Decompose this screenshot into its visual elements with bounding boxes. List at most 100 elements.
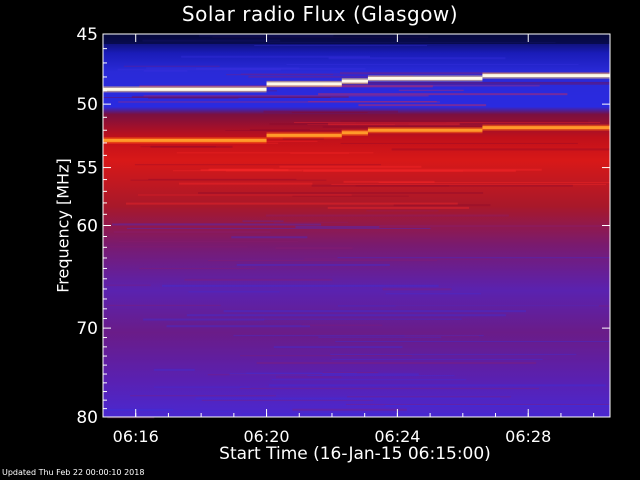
texture-streak — [183, 410, 241, 412]
texture-streak — [153, 368, 195, 371]
texture-streak — [242, 220, 284, 222]
texture-streak — [307, 124, 395, 126]
texture-streak — [323, 85, 540, 87]
texture-streak — [345, 403, 610, 405]
texture-streak — [269, 123, 409, 126]
texture-streak — [378, 181, 610, 183]
texture-streak — [347, 396, 511, 398]
texture-streak — [143, 69, 188, 72]
x-tick-label: 06:24 — [374, 427, 420, 446]
texture-streak — [107, 304, 221, 306]
y-tick-label: 50 — [76, 95, 98, 115]
texture-streak — [200, 169, 289, 172]
texture-streak — [343, 180, 435, 183]
y-axis: 45 50 55 60 70 80 — [76, 25, 610, 428]
texture-streak — [209, 168, 274, 170]
y-tick-label: 80 — [76, 408, 98, 428]
y-tick-label: 55 — [76, 159, 98, 179]
texture-streak — [184, 278, 333, 281]
texture-streak — [355, 122, 447, 124]
texture-streak — [273, 346, 403, 349]
texture-streak — [130, 395, 276, 397]
texture-streak — [131, 95, 349, 98]
texture-streak — [239, 388, 540, 390]
spectrogram-texture — [103, 34, 610, 419]
texture-streak — [137, 194, 352, 196]
texture-streak — [318, 336, 442, 338]
texture-streak — [340, 142, 578, 144]
texture-streak — [246, 372, 357, 374]
texture-streak — [229, 373, 419, 376]
x-axis: 06:16 06:20 06:24 06:28 — [102, 34, 595, 446]
texture-streak — [130, 179, 327, 181]
texture-streak — [166, 325, 311, 328]
texture-streak — [335, 341, 610, 343]
texture-streak — [340, 120, 589, 123]
texture-streak — [398, 89, 464, 91]
texture-streak — [176, 152, 374, 154]
texture-streak — [303, 413, 390, 415]
texture-streak — [249, 128, 310, 131]
texture-streak — [134, 164, 382, 166]
texture-streak — [118, 223, 243, 225]
texture-streak — [358, 104, 487, 107]
texture-streak — [240, 355, 412, 357]
texture-streak — [328, 57, 506, 60]
texture-streak — [162, 284, 439, 287]
texture-streak — [290, 152, 350, 154]
texture-streak — [301, 324, 383, 326]
texture-streak — [263, 318, 462, 320]
texture-streak — [295, 225, 380, 228]
texture-streak — [275, 376, 342, 378]
texture-streak — [195, 397, 501, 400]
x-tick-label: 06:28 — [505, 427, 551, 446]
texture-streak — [113, 231, 271, 234]
texture-streak — [248, 75, 413, 78]
chart-title: Solar radio Flux (Glasgow) — [181, 2, 459, 26]
texture-streak — [186, 314, 506, 317]
texture-streak — [385, 293, 482, 295]
texture-streak — [154, 386, 250, 388]
texture-streak — [201, 399, 374, 401]
texture-streak — [103, 97, 331, 99]
texture-streak — [263, 110, 398, 113]
texture-streak — [311, 184, 573, 187]
texture-streak — [275, 247, 353, 250]
y-tick-label: 70 — [76, 319, 98, 339]
texture-streak — [337, 305, 599, 307]
texture-streak — [207, 374, 323, 376]
texture-streak — [378, 225, 610, 228]
texture-top-band — [103, 34, 610, 44]
y-axis-label: Frequency [MHz] — [53, 158, 73, 293]
texture-streak — [344, 81, 610, 83]
texture-streak — [117, 68, 282, 71]
texture-streak — [143, 95, 429, 97]
texture-streak — [241, 413, 544, 415]
texture-streak — [286, 64, 579, 66]
texture-streak — [178, 182, 313, 185]
emission-lines — [103, 72, 610, 144]
texture-streak — [139, 268, 256, 270]
texture-streak — [110, 246, 248, 248]
texture-streak — [148, 97, 239, 99]
texture-streak — [391, 148, 610, 151]
texture-streak — [181, 55, 371, 58]
texture-streak — [240, 73, 509, 75]
texture-streak — [292, 195, 409, 197]
x-tick-label: 06:20 — [243, 427, 289, 446]
texture-streak — [294, 122, 601, 124]
texture-streak — [140, 146, 216, 148]
texture-streak — [148, 178, 297, 180]
texture-streak — [265, 214, 509, 217]
texture-streak — [393, 204, 491, 207]
texture-streak — [256, 362, 537, 365]
texture-streak — [322, 125, 553, 128]
texture-streak — [125, 202, 458, 205]
texture-streak — [111, 223, 322, 226]
texture-streak — [208, 168, 542, 171]
texture-streak — [195, 67, 366, 70]
texture-streak — [282, 137, 324, 140]
texture-streak — [188, 291, 280, 293]
texture-streak — [105, 284, 151, 286]
spectrogram-background — [103, 34, 610, 417]
